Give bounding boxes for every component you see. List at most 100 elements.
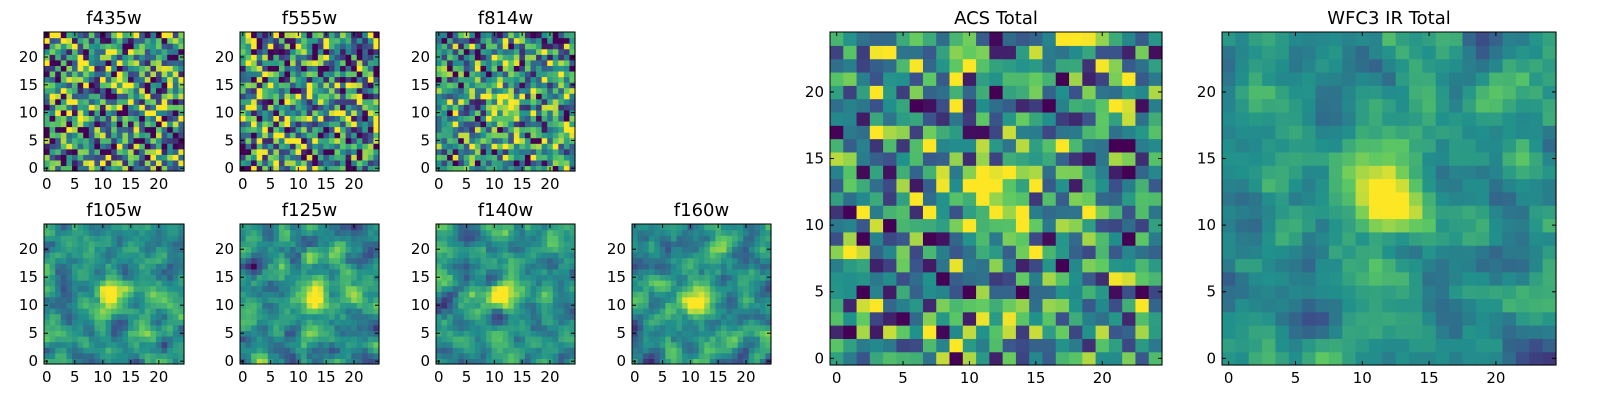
heatmap-cell: [172, 120, 179, 128]
heatmap-cell: [83, 235, 90, 242]
heatmap-cell: [139, 43, 146, 50]
heatmap-cell: [251, 32, 258, 39]
heatmap-cell: [558, 336, 565, 343]
heatmap-cell: [256, 313, 263, 320]
heatmap-cell: [100, 330, 107, 337]
heatmap-cell: [105, 120, 112, 128]
heatmap-cell: [676, 240, 683, 247]
heatmap-cell: [77, 352, 84, 359]
heatmap-cell: [452, 324, 459, 331]
heatmap-cell: [458, 154, 465, 161]
heatmap-cell: [670, 285, 678, 292]
heatmap-cell: [340, 54, 347, 61]
heatmap-cell: [290, 154, 297, 161]
heatmap-cell: [267, 347, 274, 354]
heatmap-cell: [1042, 285, 1057, 299]
heatmap-cell: [139, 115, 146, 122]
heatmap-cell: [541, 330, 548, 337]
x-tick-label: 20: [540, 175, 559, 193]
heatmap-cell: [133, 59, 140, 66]
heatmap-cell: [648, 235, 655, 242]
heatmap-cell: [682, 330, 689, 337]
heatmap-cell: [497, 159, 504, 167]
heatmap-cell: [256, 115, 263, 122]
heatmap-cell: [936, 231, 951, 246]
heatmap-cell: [323, 154, 330, 161]
heatmap-cell: [541, 341, 548, 348]
heatmap-cell: [558, 319, 565, 326]
heatmap-cell: [290, 257, 297, 264]
heatmap-cell: [748, 330, 755, 337]
heatmap-cell: [726, 352, 733, 359]
heatmap-cell: [513, 126, 520, 133]
heatmap-cell: [709, 291, 716, 298]
heatmap-cell: [328, 291, 336, 298]
heatmap-cell: [637, 296, 644, 303]
heatmap-cell: [273, 224, 280, 231]
heatmap-cell: [178, 341, 185, 348]
heatmap-cell: [105, 257, 112, 264]
heatmap-cell: [245, 224, 252, 231]
heatmap-cell: [502, 263, 509, 270]
heatmap-cell: [670, 224, 678, 231]
heatmap-cell: [541, 54, 548, 61]
heatmap-cell: [351, 336, 358, 343]
heatmap-cell: [519, 154, 526, 161]
heatmap-cell: [452, 302, 459, 309]
heatmap-cell: [150, 352, 157, 359]
heatmap-cell: [306, 235, 313, 242]
y-tick-label: 20: [19, 48, 38, 66]
heatmap-cell: [278, 296, 286, 303]
heatmap-cell: [469, 358, 476, 365]
heatmap-cell: [128, 82, 135, 89]
heatmap-cell: [536, 115, 543, 122]
heatmap-cell: [306, 330, 313, 337]
heatmap-cell: [665, 302, 672, 309]
heatmap-cell: [936, 298, 951, 313]
heatmap-cell: [541, 285, 548, 292]
heatmap-cell: [676, 336, 683, 343]
heatmap-cell: [116, 302, 123, 309]
heatmap-cell: [474, 154, 482, 161]
heatmap-cell: [502, 257, 509, 264]
heatmap-cell: [687, 252, 694, 259]
heatmap-cell: [458, 87, 465, 94]
heatmap-cell: [502, 59, 509, 66]
heatmap-cell: [55, 93, 62, 100]
heatmap-cell: [111, 54, 118, 61]
heatmap-cell: [49, 296, 56, 303]
heatmap-cell: [687, 330, 694, 337]
heatmap-cell: [139, 246, 146, 253]
heatmap-cell: [317, 154, 324, 161]
heatmap-cell: [469, 302, 476, 309]
heatmap-cell: [340, 336, 347, 343]
heatmap-cell: [161, 330, 168, 337]
heatmap-cell: [72, 274, 79, 281]
heatmap-cell: [340, 82, 347, 89]
heatmap-cell: [172, 143, 179, 150]
heatmap-cell: [536, 120, 543, 128]
heatmap-cell: [436, 352, 443, 359]
heatmap-cell: [659, 336, 666, 343]
heatmap-cell: [720, 341, 728, 348]
heatmap-cell: [463, 143, 470, 150]
heatmap-cell: [558, 246, 565, 253]
heatmap-cell: [345, 224, 352, 231]
heatmap-cell: [133, 104, 140, 111]
heatmap-cell: [128, 235, 135, 242]
heatmap-cell: [367, 358, 375, 365]
heatmap-cell: [55, 240, 62, 247]
heatmap-cell: [869, 231, 884, 246]
heatmap-cell: [693, 319, 700, 326]
heatmap-cell: [765, 296, 772, 303]
heatmap-cell: [295, 115, 302, 122]
heatmap-cell: [278, 115, 286, 122]
heatmap-cell: [843, 178, 858, 193]
heatmap-cell: [1015, 285, 1030, 299]
heatmap-cell: [317, 274, 324, 281]
heatmap-cell: [256, 159, 263, 167]
heatmap-cell: [654, 274, 661, 281]
heatmap-cell: [328, 104, 336, 111]
heatmap-cell: [240, 291, 247, 298]
heatmap-cell: [659, 246, 666, 253]
